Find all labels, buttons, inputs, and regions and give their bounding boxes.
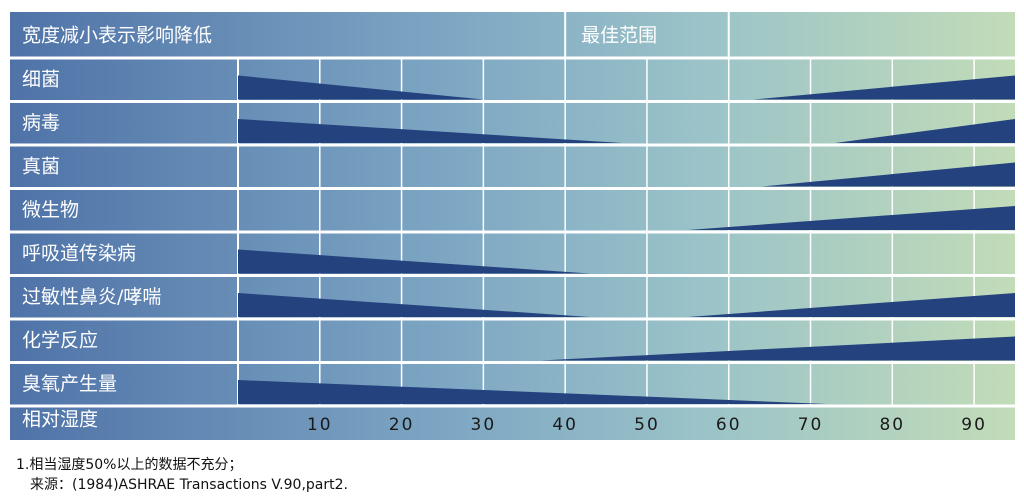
x-tick-label: 60 bbox=[716, 415, 742, 435]
x-tick-label: 80 bbox=[879, 415, 905, 435]
decreasing-wedge bbox=[238, 119, 623, 143]
decreasing-wedge bbox=[238, 249, 590, 274]
row-label: 微生物 bbox=[22, 199, 79, 221]
increasing-wedge bbox=[761, 162, 1015, 187]
x-tick-label: 50 bbox=[634, 415, 660, 435]
row-label: 过敏性鼻炎/哮喘 bbox=[22, 286, 161, 308]
x-axis-label: 相对湿度 bbox=[22, 409, 98, 431]
row-label: 细菌 bbox=[22, 68, 60, 90]
row-label: 臭氧产生量 bbox=[22, 373, 117, 395]
x-tick-label: 20 bbox=[389, 415, 415, 435]
row-label: 呼吸道传染病 bbox=[22, 242, 136, 264]
x-tick-label: 30 bbox=[471, 415, 497, 435]
x-tick-label: 70 bbox=[798, 415, 824, 435]
increasing-wedge bbox=[753, 75, 1015, 100]
x-tick-label: 90 bbox=[961, 415, 987, 435]
decreasing-wedge bbox=[238, 380, 827, 404]
increasing-wedge bbox=[687, 293, 1015, 317]
decreasing-wedge bbox=[238, 293, 590, 317]
x-tick-label: 40 bbox=[552, 415, 578, 435]
decreasing-wedge bbox=[238, 75, 484, 100]
increasing-wedge bbox=[540, 336, 1015, 361]
note: 1.相当湿度50%以上的数据不充分； bbox=[16, 457, 242, 473]
header-left: 宽度减小表示影响降低 bbox=[22, 25, 212, 47]
row-label: 化学反应 bbox=[22, 329, 98, 351]
note: 来源：(1984)ASHRAE Transactions V.90,part2. bbox=[30, 477, 348, 493]
increasing-wedge bbox=[835, 119, 1015, 143]
x-tick-label: 10 bbox=[307, 415, 333, 435]
header-right: 最佳范围 bbox=[581, 25, 657, 47]
increasing-wedge bbox=[687, 206, 1015, 230]
row-label: 真菌 bbox=[22, 155, 60, 177]
row-label: 病毒 bbox=[22, 112, 60, 134]
